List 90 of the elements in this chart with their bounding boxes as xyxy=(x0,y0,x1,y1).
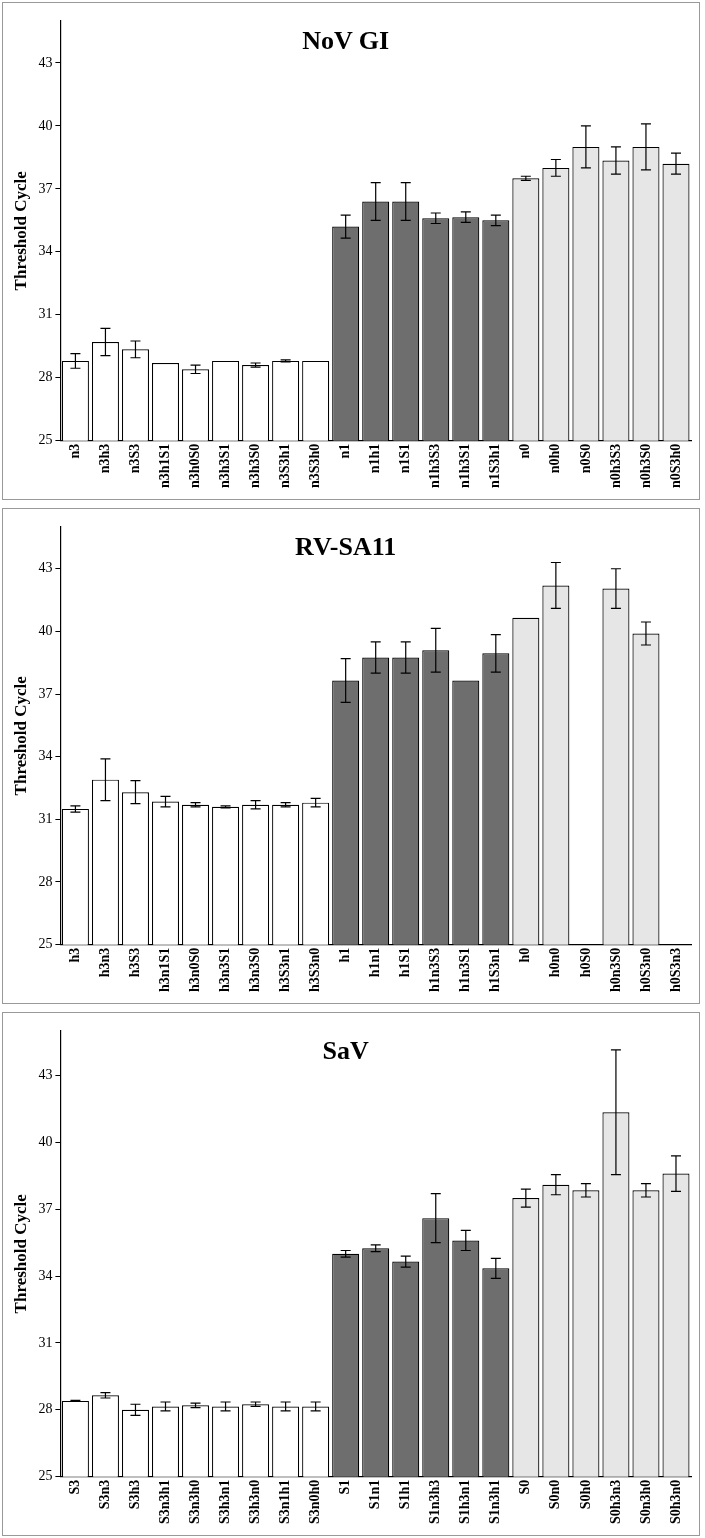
x-tick-label: h1 xyxy=(337,947,353,963)
y-tick-label: 34 xyxy=(38,748,53,764)
y-tick-label: 43 xyxy=(38,560,53,576)
x-tick-label: h3S3n1 xyxy=(277,947,293,992)
x-tick-label: S1h3n1 xyxy=(457,1479,473,1524)
x-tick-label: S3h3n0 xyxy=(247,1479,263,1524)
x-tick-label: h1n1 xyxy=(367,947,383,978)
y-tick-label: 37 xyxy=(38,685,53,701)
y-tick-label: 31 xyxy=(38,1334,53,1350)
y-tick-label: 31 xyxy=(38,306,53,322)
y-tick-label: 31 xyxy=(38,811,53,827)
x-tick-label: n0S3h0 xyxy=(667,443,683,488)
x-tick-label: n1h3S3 xyxy=(427,443,443,488)
x-tick-label: n0 xyxy=(517,443,533,459)
x-tick-label: h0S0 xyxy=(577,947,593,978)
y-tick-label: 43 xyxy=(38,1067,53,1083)
y-tick-label: 28 xyxy=(38,369,53,385)
x-tick-label: S0 xyxy=(517,1479,533,1495)
x-tick-label: S0n0 xyxy=(547,1479,563,1510)
y-tick-label: 28 xyxy=(38,1401,53,1417)
x-tick-label: h3S3n0 xyxy=(307,947,323,992)
x-tick-label: S0h0 xyxy=(577,1479,593,1510)
x-tick-label: S1n3h1 xyxy=(487,1479,503,1524)
y-tick-label: 37 xyxy=(38,1200,53,1216)
x-tick-label: h3S3 xyxy=(127,947,143,978)
x-tick-label: S0h3n0 xyxy=(667,1479,683,1524)
x-tick-label: h3n3S0 xyxy=(247,947,263,992)
x-tick-label: h1n3S3 xyxy=(427,947,443,992)
y-tick-label: 40 xyxy=(38,117,53,133)
x-tick-label: n3S3 xyxy=(127,443,143,474)
y-tick-label: 43 xyxy=(38,54,53,70)
x-tick-label: n3S3h1 xyxy=(277,443,293,488)
x-tick-label: S1 xyxy=(337,1479,353,1495)
x-tick-label: n3h3 xyxy=(97,443,113,474)
x-tick-label: h1S1 xyxy=(397,947,413,978)
y-tick-label: 28 xyxy=(38,873,53,889)
x-tick-label: n3h3S1 xyxy=(217,443,233,488)
x-tick-label: h1n3S1 xyxy=(457,947,473,992)
x-tick-label: n1 xyxy=(337,443,353,459)
chart-title: RV-SA11 xyxy=(295,531,397,561)
x-tick-label: n0h0 xyxy=(547,443,563,474)
y-tick-label: 25 xyxy=(38,432,53,448)
x-tick-label: S3n0h0 xyxy=(307,1479,323,1524)
y-tick-label: 40 xyxy=(38,1134,53,1150)
x-tick-label: h3 xyxy=(67,947,83,963)
x-tick-label: n3 xyxy=(67,443,83,459)
x-tick-label: h0n3S0 xyxy=(607,947,623,992)
x-tick-label: S1h1 xyxy=(397,1479,413,1510)
x-tick-label: n0S0 xyxy=(577,443,593,474)
x-tick-label: h0n0 xyxy=(547,947,563,978)
y-axis-title: Threshold Cycle xyxy=(10,170,30,291)
x-tick-label: S3n3 xyxy=(97,1479,113,1510)
y-tick-label: 37 xyxy=(38,180,53,196)
x-tick-label: h3n1S1 xyxy=(157,947,173,992)
x-tick-label: n3S3h0 xyxy=(307,443,323,488)
y-axis-title: Threshold Cycle xyxy=(10,1193,30,1314)
x-tick-label: S3 xyxy=(67,1479,83,1495)
x-tick-label: S3n3h0 xyxy=(187,1479,203,1524)
x-tick-label: h1S3n1 xyxy=(487,947,503,992)
x-tick-label: n0h3S3 xyxy=(607,443,623,488)
y-tick-label: 25 xyxy=(38,1468,53,1484)
x-tick-label: n1h1 xyxy=(367,443,383,474)
x-tick-label: S0n3h0 xyxy=(637,1479,653,1524)
x-tick-label: S3h3n1 xyxy=(217,1479,233,1524)
x-tick-label: h3n0S0 xyxy=(187,947,203,992)
x-tick-label: n3h0S0 xyxy=(187,443,203,488)
x-tick-label: n3h3S0 xyxy=(247,443,263,488)
x-tick-label: h0S3n3 xyxy=(667,947,683,992)
x-tick-label: h0S3n0 xyxy=(637,947,653,992)
x-tick-label: S3n3h1 xyxy=(157,1479,173,1524)
x-tick-label: S0h3n3 xyxy=(607,1479,623,1524)
x-tick-label: n1S1 xyxy=(397,443,413,474)
x-tick-label: S1n3h3 xyxy=(427,1479,443,1524)
x-tick-label: n0h3S0 xyxy=(637,443,653,488)
y-tick-label: 34 xyxy=(38,243,53,259)
x-tick-label: h3n3 xyxy=(97,947,113,978)
x-tick-label: n1S3h1 xyxy=(487,443,503,488)
x-tick-label: S1n1 xyxy=(367,1479,383,1510)
chart-title: NoV GI xyxy=(302,25,390,55)
x-tick-label: h0 xyxy=(517,947,533,963)
x-tick-label: n1h3S1 xyxy=(457,443,473,488)
chart-title: SaV xyxy=(322,1035,370,1065)
x-tick-label: S3n1h1 xyxy=(277,1479,293,1524)
y-axis-title: Threshold Cycle xyxy=(10,675,30,796)
y-tick-label: 40 xyxy=(38,623,53,639)
x-tick-label: n3h1S1 xyxy=(157,443,173,488)
x-tick-label: S3h3 xyxy=(127,1479,143,1510)
y-tick-label: 25 xyxy=(38,936,53,952)
y-tick-label: 34 xyxy=(38,1267,53,1283)
x-tick-label: h3n3S1 xyxy=(217,947,233,992)
